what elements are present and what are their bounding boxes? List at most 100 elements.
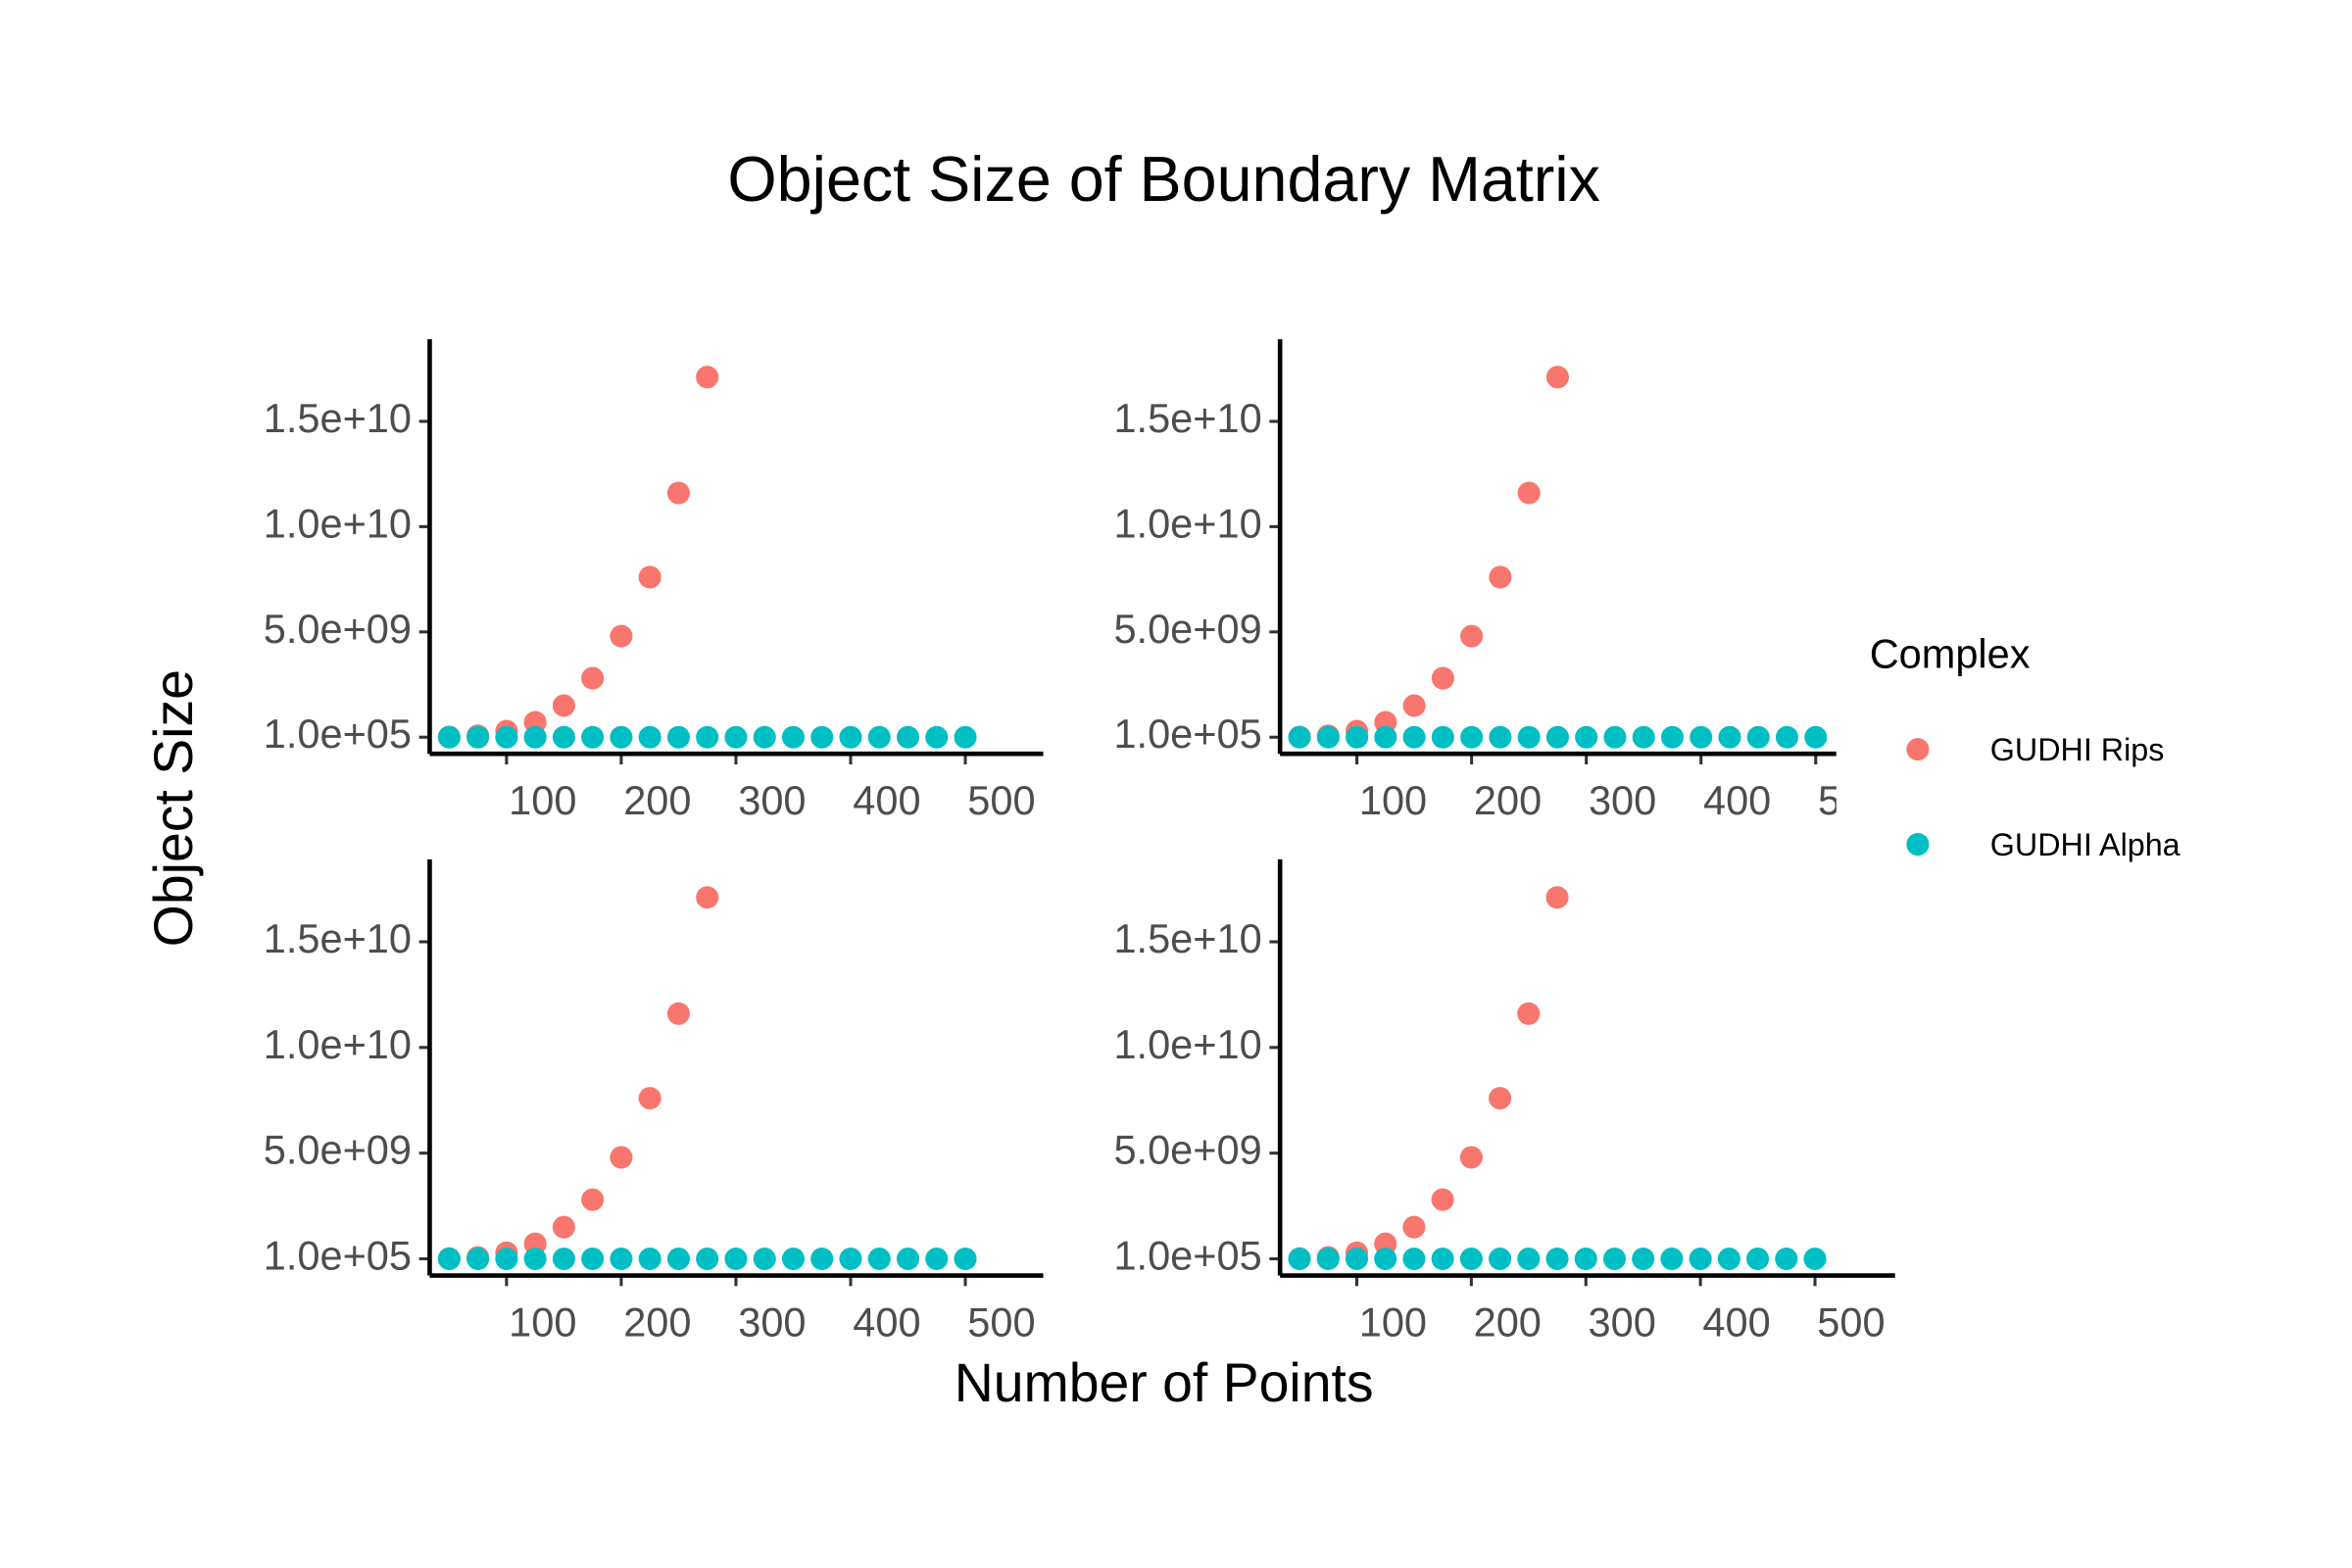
point	[867, 725, 891, 749]
point	[437, 1247, 461, 1271]
x-tick-label: 100	[509, 777, 576, 823]
point	[781, 725, 806, 749]
point	[495, 1247, 518, 1271]
point	[810, 1247, 834, 1271]
point	[552, 1215, 575, 1239]
x-tick-label: 400	[853, 777, 920, 823]
point	[666, 725, 690, 749]
x-tick-label: 500	[967, 1298, 1035, 1345]
point	[1690, 725, 1713, 749]
x-tick-label: 500	[1817, 1298, 1885, 1345]
point	[466, 1247, 490, 1271]
point	[1775, 1247, 1798, 1271]
point	[1288, 725, 1311, 749]
point	[1346, 725, 1369, 749]
point	[1316, 725, 1340, 749]
chart-title: Object Size of Boundary Matrix	[727, 144, 1600, 215]
point	[1632, 1247, 1655, 1271]
point	[696, 725, 719, 749]
point	[781, 1247, 806, 1271]
point	[1459, 1247, 1483, 1271]
point	[1574, 1247, 1597, 1271]
point	[1288, 1247, 1311, 1271]
x-tick-label: 100	[509, 1298, 576, 1345]
y-tick-label: 1.0e+05	[1113, 1232, 1261, 1278]
point	[1489, 1087, 1512, 1110]
point	[666, 1002, 690, 1025]
x-tick-label: 300	[1589, 777, 1656, 823]
x-tick-label: 500	[967, 777, 1035, 823]
point	[1545, 366, 1569, 389]
panel: 1.0e+05 5.0e+09 1.0e+10 1.5e+10 100 200 300 400…	[264, 858, 1044, 1345]
point	[495, 725, 518, 749]
point	[1489, 1247, 1512, 1271]
point	[1431, 1247, 1454, 1271]
point	[839, 725, 862, 749]
legend-title: Complex	[1870, 631, 2031, 677]
y-tick-label: 1.0e+05	[264, 710, 412, 757]
point	[1460, 624, 1484, 648]
point	[581, 666, 605, 690]
point	[1489, 725, 1512, 749]
x-tick-label: 100	[1359, 1298, 1427, 1345]
point	[1660, 1247, 1684, 1271]
point	[1345, 1247, 1369, 1271]
point	[638, 725, 662, 749]
point	[1545, 725, 1569, 749]
point	[1316, 1247, 1340, 1271]
point	[1402, 694, 1426, 717]
x-tick-label: 200	[1474, 777, 1542, 823]
y-tick-label: 1.5e+10	[264, 395, 412, 441]
x-tick-label: 400	[1703, 777, 1771, 823]
y-tick-label: 1.0e+10	[1113, 1021, 1261, 1067]
legend-label: GUDHI Alpha	[1990, 827, 2180, 862]
x-tick-label: 100	[1359, 777, 1427, 823]
point	[1603, 725, 1627, 749]
legend-label: GUDHI Rips	[1990, 732, 2165, 767]
point	[1402, 1247, 1426, 1271]
point	[1545, 1247, 1569, 1271]
point	[839, 1247, 862, 1271]
point	[925, 1247, 949, 1271]
point	[1402, 1215, 1426, 1239]
point	[1431, 666, 1454, 690]
y-tick-label: 5.0e+09	[264, 606, 412, 652]
panel: 1.0e+05 5.0e+09 1.0e+10 1.5e+10 100 200 300 400…	[1113, 339, 1886, 823]
y-axis-label: Object Size	[143, 669, 204, 947]
panel: 1.0e+05 5.0e+09 1.0e+10 1.5e+10 100 200 300 400…	[264, 339, 1044, 823]
point	[552, 725, 575, 749]
point	[610, 1247, 633, 1271]
point	[724, 725, 748, 749]
y-tick-label: 1.0e+10	[264, 1021, 412, 1067]
point	[1431, 1188, 1454, 1211]
y-tick-label: 5.0e+09	[1113, 606, 1261, 652]
y-tick-label: 5.0e+09	[264, 1127, 412, 1173]
point	[1517, 1247, 1541, 1271]
point	[1718, 725, 1741, 749]
point	[810, 725, 834, 749]
point	[1689, 1247, 1712, 1271]
point	[552, 1247, 575, 1271]
point	[1517, 1002, 1541, 1025]
point	[1804, 725, 1828, 749]
point	[437, 725, 461, 749]
point	[1431, 725, 1454, 749]
point	[696, 1247, 719, 1271]
x-tick-label: 500	[1818, 777, 1886, 823]
point	[753, 725, 776, 749]
x-tick-label: 300	[1589, 1298, 1656, 1345]
point	[1803, 1247, 1827, 1271]
point	[610, 1146, 633, 1169]
point	[1632, 725, 1655, 749]
point	[523, 1247, 547, 1271]
point	[1575, 725, 1598, 749]
point	[666, 481, 690, 505]
point	[1402, 725, 1426, 749]
point	[638, 1087, 662, 1110]
point	[1775, 725, 1799, 749]
point	[610, 624, 633, 648]
point	[925, 725, 949, 749]
x-axis-label: Number of Points	[955, 1352, 1374, 1413]
point	[954, 1247, 977, 1271]
